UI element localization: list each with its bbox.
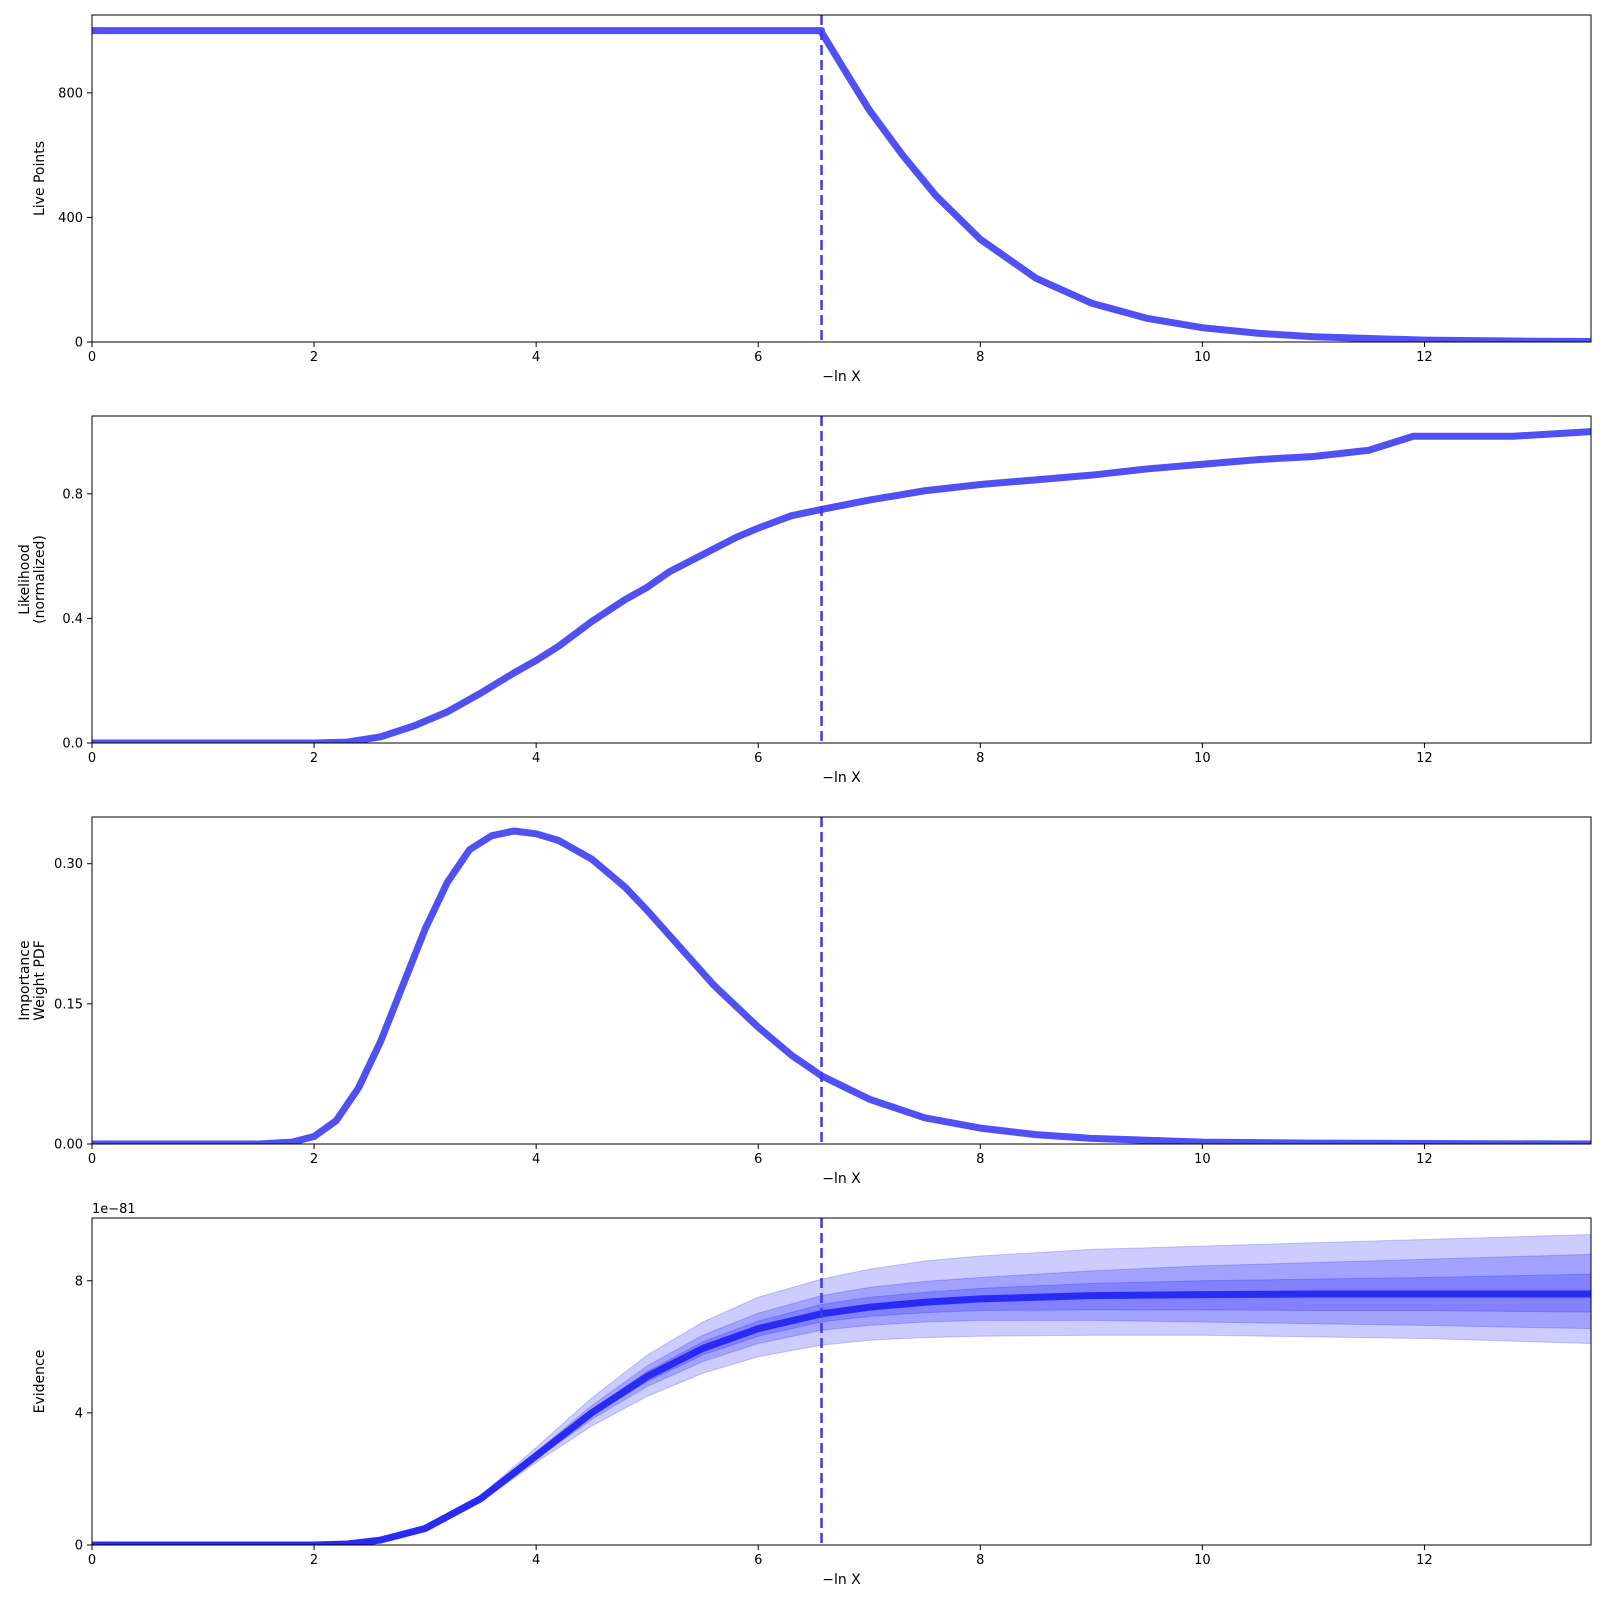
y-tick-label: 0.15: [54, 997, 83, 1012]
y-tick-label: 800: [58, 86, 83, 101]
axes-frame: [91, 14, 1592, 343]
y-tick-label: 0.8: [62, 487, 83, 502]
x-tick-label: 10: [1194, 1152, 1211, 1167]
y-axis-label-line: Weight PDF: [32, 940, 48, 1021]
y-tick-label: 0: [75, 336, 83, 351]
y-axis-label: ImportanceWeight PDF: [17, 940, 48, 1021]
x-tick-label: 4: [532, 350, 540, 365]
y-tick-label: 0.4: [62, 612, 83, 627]
plot-area: [92, 1218, 1591, 1545]
x-tick-label: 0: [88, 350, 96, 365]
y-axis-label-line: Importance: [17, 940, 33, 1020]
y-axis-label: Evidence: [32, 1350, 48, 1414]
x-tick-label: 10: [1194, 1553, 1211, 1568]
y-axis-label-line: Evidence: [32, 1350, 48, 1414]
x-tick-label: 10: [1194, 350, 1211, 365]
y-axis-label-line: (normalized): [32, 535, 48, 624]
y-tick-label: 8: [75, 1274, 83, 1289]
x-axis-label: −ln X: [822, 1572, 861, 1588]
x-tick-label: 8: [976, 350, 984, 365]
axes-frame: [91, 1217, 1592, 1546]
x-tick-label: 12: [1416, 1553, 1433, 1568]
evidence-median-line: [92, 1290, 1591, 1545]
y-tick-label: 0.30: [54, 857, 83, 872]
x-tick-label: 8: [976, 1553, 984, 1568]
x-tick-label: 12: [1416, 1152, 1433, 1167]
y-axis-label-line: Likelihood: [17, 544, 33, 615]
y-tick-label: 4: [75, 1406, 83, 1421]
x-tick-label: 0: [88, 1553, 96, 1568]
y-tick-label: 0: [75, 1539, 83, 1554]
panel-4: 0 2 4 6 8 10 12 0 4 8 −ln X Evidence 1e−81: [32, 1202, 1592, 1588]
series-line-1: [92, 827, 1591, 1144]
x-tick-label: 12: [1416, 751, 1433, 766]
series-line-1: [92, 27, 1591, 342]
y-tick-label: 0.00: [54, 1138, 83, 1153]
axes-frame: [91, 415, 1592, 744]
y-axis-label: Likelihood(normalized): [17, 535, 48, 624]
x-tick-label: 8: [976, 751, 984, 766]
x-tick-label: 6: [754, 751, 762, 766]
x-tick-label: 4: [532, 751, 540, 766]
x-tick-label: 8: [976, 1152, 984, 1167]
x-tick-label: 0: [88, 1152, 96, 1167]
x-tick-label: 2: [310, 1553, 318, 1568]
x-axis-label: −ln X: [822, 369, 861, 385]
y-axis-label: Live Points: [32, 141, 48, 216]
panel-3: 0 2 4 6 8 10 12 0.00 0.15 0.30 −ln X ImportanceWeig…: [17, 816, 1592, 1187]
x-tick-label: 10: [1194, 751, 1211, 766]
plot-area: [92, 416, 1591, 743]
y-offset-label: 1e−81: [92, 1202, 136, 1217]
x-tick-label: 2: [310, 350, 318, 365]
x-tick-label: 0: [88, 751, 96, 766]
x-tick-label: 4: [532, 1152, 540, 1167]
panel-1: 0 2 4 6 8 10 12 0 400 800 −ln X Live Points: [32, 14, 1592, 385]
plot-area: [92, 817, 1591, 1144]
y-tick-label: 0.0: [62, 737, 83, 752]
plot-area: [92, 15, 1591, 342]
panel-2: 0 2 4 6 8 10 12 0.0 0.4 0.8 −ln X Likelihood(normal…: [17, 415, 1592, 786]
x-tick-label: 6: [754, 1152, 762, 1167]
x-tick-label: 2: [310, 751, 318, 766]
x-tick-label: 4: [532, 1553, 540, 1568]
uncertainty-band-1: [92, 1234, 1591, 1545]
axes-frame: [91, 816, 1592, 1145]
x-axis-label: −ln X: [822, 1171, 861, 1187]
series-line-1: [92, 428, 1591, 743]
x-tick-label: 12: [1416, 350, 1433, 365]
y-tick-label: 400: [58, 211, 83, 226]
x-tick-label: 6: [754, 350, 762, 365]
x-axis-label: −ln X: [822, 770, 861, 786]
x-tick-label: 2: [310, 1152, 318, 1167]
x-tick-label: 6: [754, 1553, 762, 1568]
y-axis-label-line: Live Points: [32, 141, 48, 216]
